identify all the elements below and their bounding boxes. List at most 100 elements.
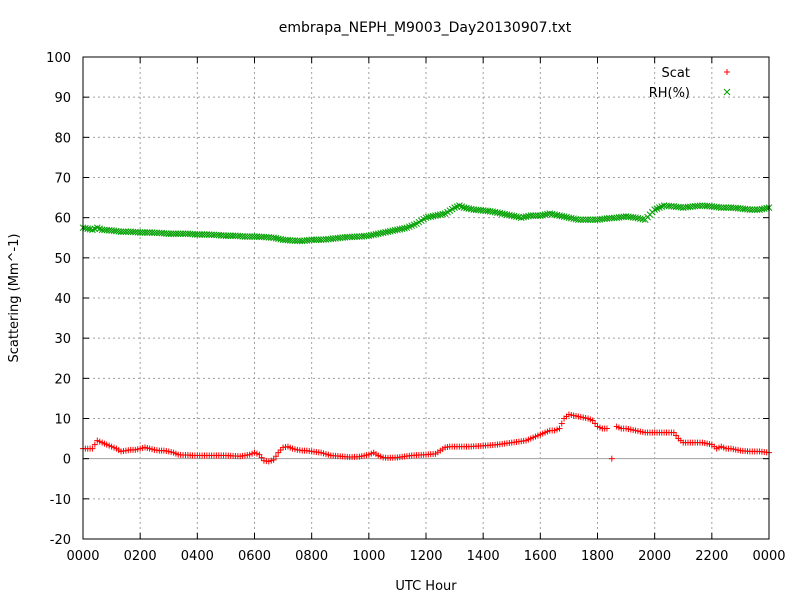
x-axis-label: UTC Hour xyxy=(395,579,457,594)
data-point xyxy=(456,202,463,209)
data-point xyxy=(620,213,628,221)
x-tick-label: 0000 xyxy=(752,549,785,564)
data-point xyxy=(401,224,408,232)
data-point xyxy=(673,432,680,439)
data-point xyxy=(574,216,582,224)
data-point xyxy=(677,203,685,211)
y-axis-label: Scattering (Mm^-1) xyxy=(7,233,22,362)
data-point xyxy=(527,212,535,220)
data-point xyxy=(558,420,565,427)
y-tick-label: 100 xyxy=(46,51,71,66)
data-point xyxy=(515,213,523,221)
data-point xyxy=(556,425,563,432)
data-point xyxy=(751,206,759,213)
legend-label: RH(%) xyxy=(649,86,690,101)
data-point xyxy=(244,233,251,240)
data-point xyxy=(577,216,585,224)
legend-marker xyxy=(723,88,731,96)
data-point xyxy=(117,228,125,236)
data-point xyxy=(696,202,704,210)
data-point xyxy=(196,231,204,238)
x-tick-label: 2200 xyxy=(695,549,728,564)
data-point xyxy=(603,425,610,432)
data-point xyxy=(722,204,730,211)
data-point xyxy=(529,212,537,220)
data-point xyxy=(670,429,677,436)
data-point xyxy=(584,216,592,224)
data-point xyxy=(582,216,589,224)
x-tick-label: 2000 xyxy=(638,549,671,564)
y-tick-label: 40 xyxy=(54,292,71,307)
axes: -20 -10 0 10 20 30 40 50 60 70 80 90 100 0000 0200 0400… xyxy=(46,51,785,564)
data-point xyxy=(589,417,596,424)
series-rh xyxy=(79,202,773,245)
data-point xyxy=(270,456,277,463)
y-tick-label: -10 xyxy=(50,493,71,508)
data-point xyxy=(308,236,316,244)
data-point xyxy=(639,215,647,223)
data-point xyxy=(579,216,587,224)
data-point xyxy=(717,204,725,211)
data-point xyxy=(120,228,127,236)
data-point xyxy=(313,236,320,244)
y-tick-label: 30 xyxy=(54,332,71,347)
data-point xyxy=(167,230,175,238)
series-scat xyxy=(80,411,772,465)
data-point xyxy=(141,229,149,236)
data-point xyxy=(272,453,279,460)
y-tick-label: 20 xyxy=(54,372,71,387)
data-point xyxy=(139,229,146,236)
x-tick-label: 1200 xyxy=(409,549,442,564)
data-point xyxy=(458,203,466,210)
y-tick-label: -20 xyxy=(50,533,71,548)
data-point xyxy=(746,206,754,213)
x-tick-label: 0800 xyxy=(295,549,328,564)
grid xyxy=(83,57,769,539)
data-point xyxy=(608,455,615,462)
data-point xyxy=(224,232,232,240)
data-point xyxy=(193,231,201,238)
data-point xyxy=(241,233,249,240)
data-point xyxy=(592,420,599,427)
data-point xyxy=(91,441,98,448)
data-point xyxy=(165,230,173,238)
data-point xyxy=(310,236,318,244)
y-tick-label: 90 xyxy=(54,91,71,106)
x-tick-label: 0200 xyxy=(124,549,157,564)
legend: Scat RH(%) xyxy=(649,66,731,101)
legend-marker xyxy=(724,69,730,75)
data-point xyxy=(177,230,184,238)
data-point xyxy=(589,216,597,224)
data-point xyxy=(748,206,756,213)
data-point xyxy=(246,233,254,240)
x-tick-label: 1600 xyxy=(524,549,557,564)
legend-label: Scat xyxy=(662,66,690,81)
data-point xyxy=(720,204,728,211)
x-tick-label: 1800 xyxy=(581,549,614,564)
x-tick-label: 1400 xyxy=(467,549,500,564)
data-point xyxy=(170,230,177,238)
data-point xyxy=(222,232,230,240)
data-point xyxy=(174,230,182,238)
data-point xyxy=(258,454,265,461)
x-tick-label: 0400 xyxy=(181,549,214,564)
chart-title: embrapa_NEPH_M9003_Day20130907.txt xyxy=(279,20,572,36)
y-tick-label: 0 xyxy=(63,453,71,468)
y-tick-label: 70 xyxy=(54,172,71,187)
x-tick-label: 1000 xyxy=(352,549,385,564)
data-point xyxy=(122,228,130,236)
y-tick-label: 50 xyxy=(54,252,71,267)
y-tick-label: 60 xyxy=(54,212,71,227)
y-tick-label: 80 xyxy=(54,131,71,146)
data-point xyxy=(136,229,144,236)
series-layer xyxy=(79,202,773,465)
x-tick-label: 0000 xyxy=(66,549,99,564)
data-point xyxy=(587,216,594,224)
y-tick-label: 10 xyxy=(54,413,71,428)
data-point xyxy=(532,212,539,220)
data-point xyxy=(256,451,263,458)
data-point xyxy=(89,445,96,452)
data-point xyxy=(179,230,187,238)
x-tick-label: 0600 xyxy=(238,549,271,564)
